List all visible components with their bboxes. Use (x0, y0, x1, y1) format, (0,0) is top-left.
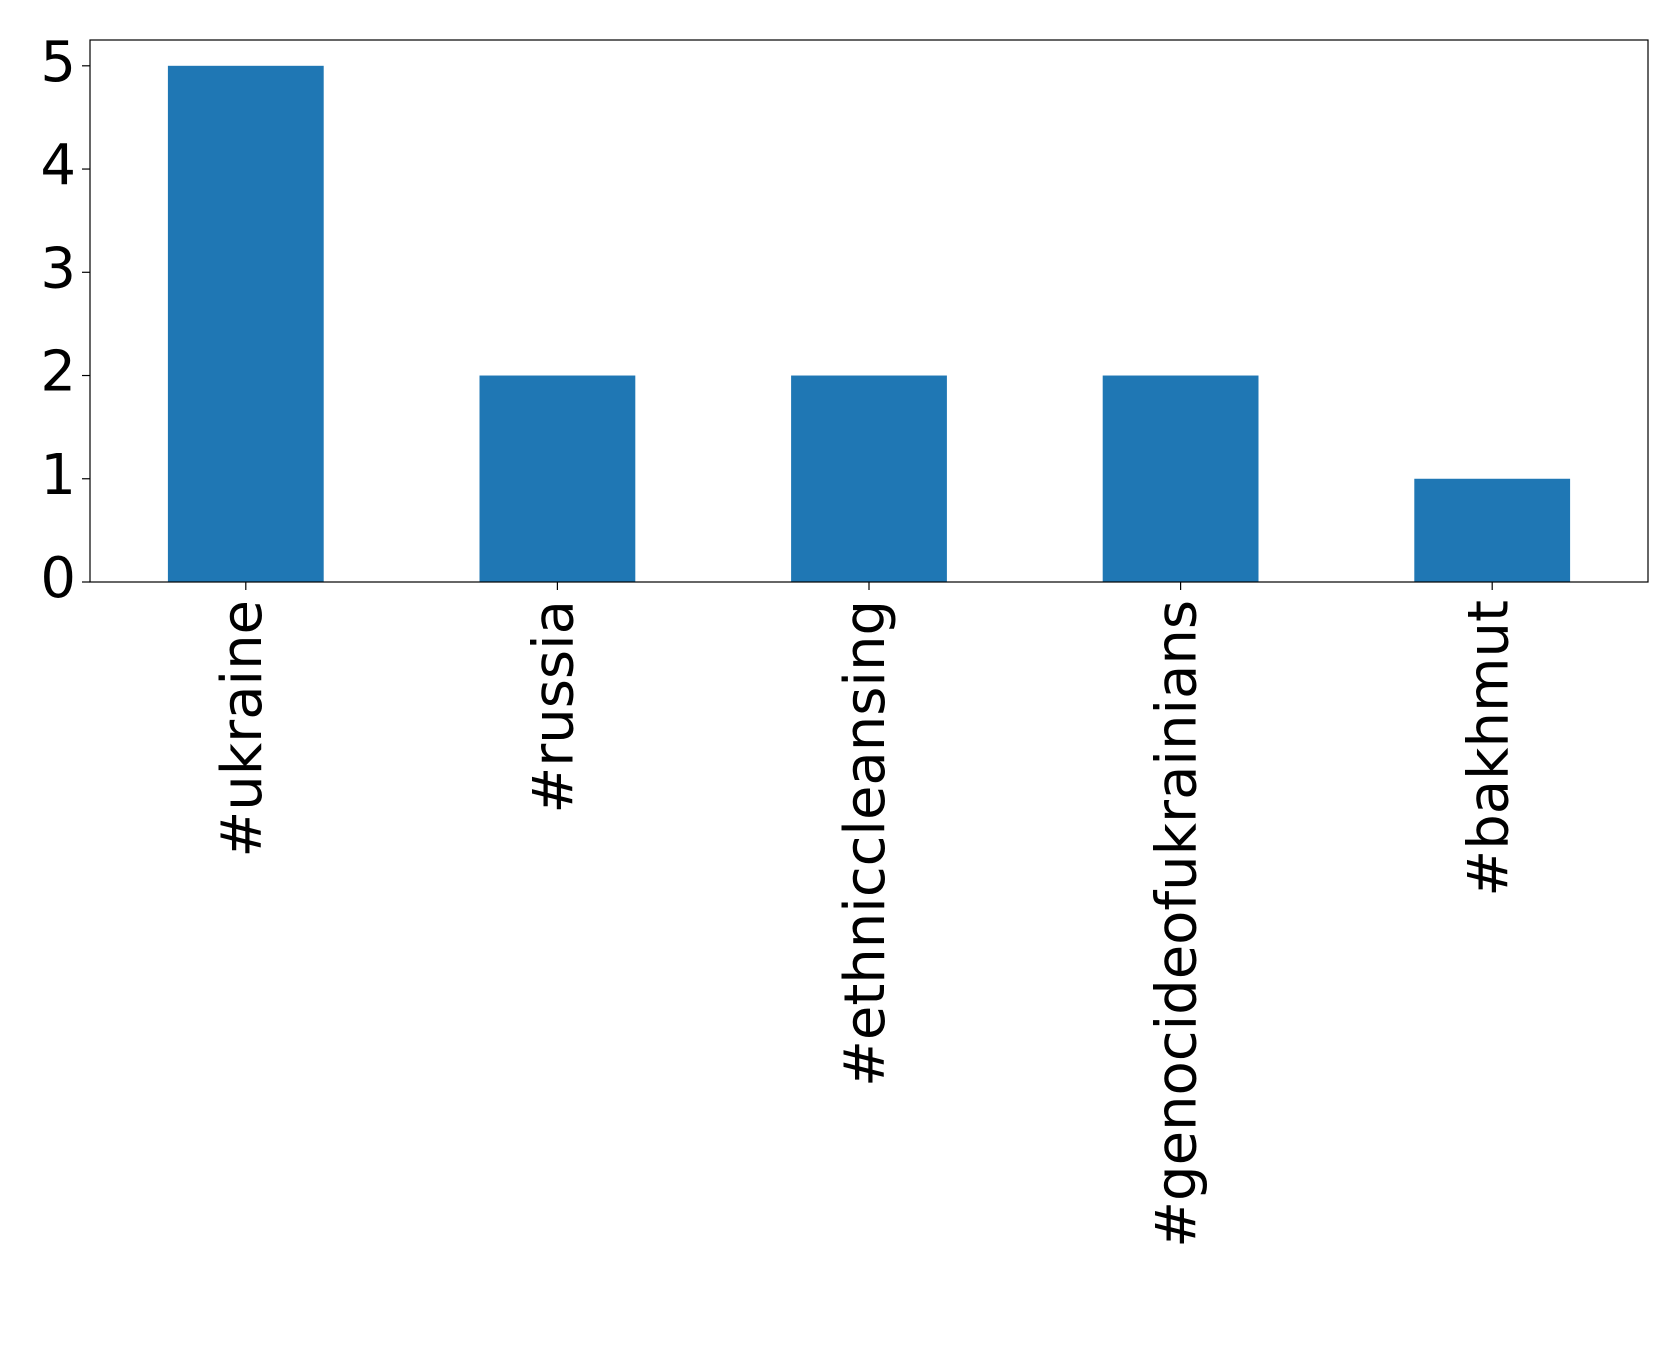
bar (1102, 375, 1259, 582)
x-tick-label: #russia (522, 600, 587, 814)
y-tick-label: 2 (40, 340, 76, 405)
x-tick-label: #ethniccleansing (833, 600, 898, 1087)
plot-frame (89, 39, 1649, 583)
bar (479, 375, 636, 582)
y-tick-label: 0 (40, 546, 76, 611)
x-tick-label: #genocideofukrainians (1145, 600, 1210, 1248)
y-tick-label: 4 (40, 133, 76, 198)
y-tick-label: 1 (40, 443, 76, 508)
x-tick-label: #ukraine (210, 600, 275, 858)
x-tick-label: #bakhmut (1456, 600, 1521, 897)
y-tick-label: 3 (40, 236, 76, 301)
y-tick-label: 5 (40, 30, 76, 95)
bar (791, 375, 947, 582)
bar (167, 65, 324, 583)
bar (1414, 478, 1571, 582)
